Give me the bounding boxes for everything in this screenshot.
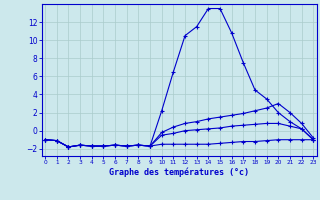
X-axis label: Graphe des températures (°c): Graphe des températures (°c) <box>109 168 249 177</box>
